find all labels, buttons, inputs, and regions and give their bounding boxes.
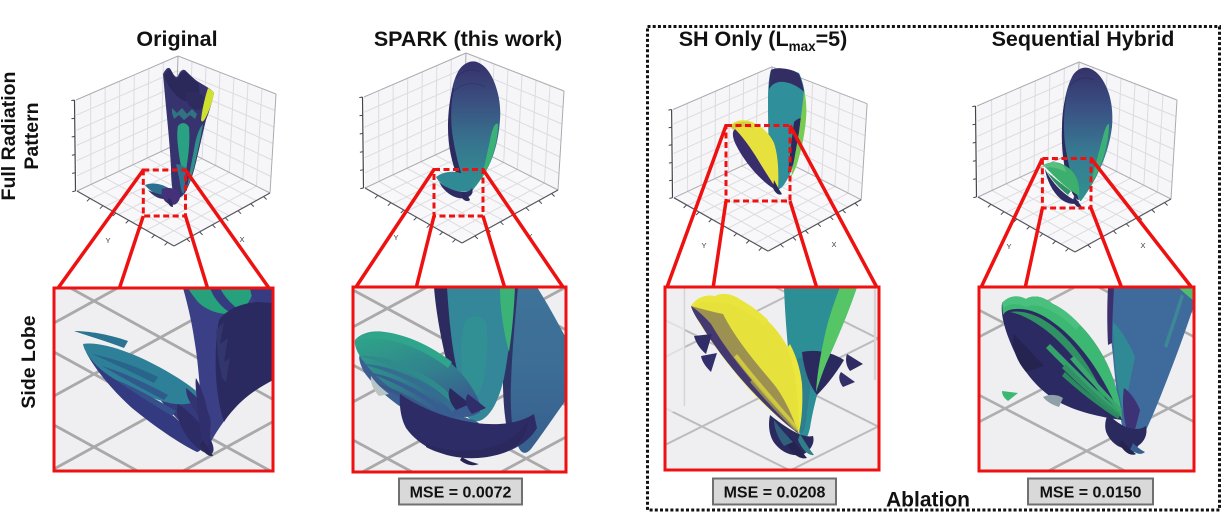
svg-text:MSE = 0.0150: MSE = 0.0150 [1040, 485, 1142, 502]
svg-text:X: X [239, 235, 244, 244]
svg-text:Side Lobe: Side Lobe [18, 315, 40, 408]
svg-text:Original: Original [136, 27, 217, 51]
svg-text:SH Only (Lmax=5): SH Only (Lmax=5) [679, 27, 848, 54]
svg-text:X: X [831, 240, 836, 249]
svg-text:X: X [1140, 241, 1145, 250]
svg-text:Full Radiation: Full Radiation [0, 72, 20, 201]
svg-text:SPARK (this work): SPARK (this work) [374, 27, 562, 51]
svg-text:Pattern: Pattern [21, 102, 43, 169]
svg-text:MSE = 0.0208: MSE = 0.0208 [724, 485, 826, 502]
svg-text:Y: Y [1006, 242, 1011, 251]
svg-text:Y: Y [393, 233, 398, 242]
svg-text:Y: Y [701, 241, 706, 250]
svg-text:Y: Y [105, 236, 110, 245]
svg-text:Ablation: Ablation [886, 489, 970, 512]
svg-text:MSE = 0.0072: MSE = 0.0072 [410, 485, 512, 502]
svg-text:Sequential Hybrid: Sequential Hybrid [992, 27, 1175, 51]
